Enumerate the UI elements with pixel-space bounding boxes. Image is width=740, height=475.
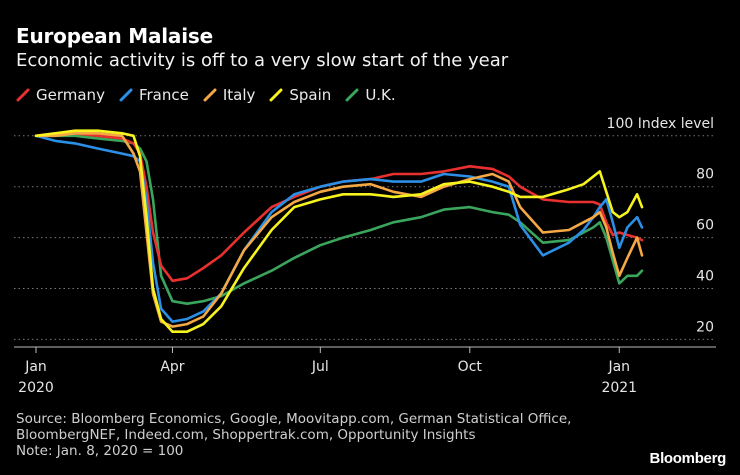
legend-item-italy: Italy — [203, 86, 256, 104]
x-tick-label-4: Jan — [607, 359, 630, 375]
series-line-france — [34, 134, 644, 323]
y-tick-label-100: 100 Index level — [607, 116, 714, 132]
legend-label-spain: Spain — [289, 86, 332, 104]
legend-swatch-uk — [345, 88, 359, 102]
legend-label-germany: Germany — [36, 86, 105, 104]
legend-label-uk: U.K. — [365, 86, 396, 104]
source-line-2: BloombergNEF, Indeed.com, Shoppertrak.co… — [16, 427, 476, 443]
source-note: Source: Bloomberg Economics, Google, Moo… — [16, 411, 571, 459]
bloomberg-logo: Bloomberg — [649, 450, 727, 467]
series-line-spain — [34, 129, 644, 334]
y-tick-label-40: 40 — [696, 268, 714, 284]
series-line-italy — [34, 132, 644, 328]
y-tick-label-20: 20 — [696, 319, 714, 335]
legend-item-france: France — [119, 86, 189, 104]
x-tick-year-0: 2020 — [18, 380, 54, 396]
legend-swatch-france — [119, 88, 133, 102]
legend-swatch-germany — [16, 88, 30, 102]
legend-swatch-italy — [203, 88, 217, 102]
series-line-uk — [34, 134, 644, 306]
x-tick-label-2: Jul — [311, 359, 329, 375]
x-tick-label-3: Oct — [458, 359, 483, 375]
legend-item-uk: U.K. — [345, 86, 396, 104]
chart-subtitle: Economic activity is off to a very slow … — [16, 50, 509, 71]
y-tick-label-60: 60 — [696, 218, 714, 234]
legend: Germany France Italy Spain U.K. — [16, 86, 396, 104]
legend-label-france: France — [138, 86, 189, 104]
line-chart: 20 40 60 80 100 Index level Jan 2020 Apr Jul Oct J… — [14, 116, 716, 396]
legend-label-italy: Italy — [222, 86, 256, 104]
source-line-1: Source: Bloomberg Economics, Google, Moo… — [16, 411, 572, 427]
x-tick-year-4: 2021 — [601, 380, 637, 396]
legend-swatch-spain — [269, 88, 283, 102]
chart-title: European Malaise — [16, 24, 213, 48]
x-tick-label-0: Jan — [24, 359, 47, 375]
note-line: Note: Jan. 8, 2020 = 100 — [16, 443, 184, 459]
y-tick-label-80: 80 — [696, 167, 714, 183]
legend-item-germany: Germany — [16, 86, 105, 104]
x-tick-label-1: Apr — [160, 359, 184, 375]
legend-item-spain: Spain — [269, 86, 331, 104]
